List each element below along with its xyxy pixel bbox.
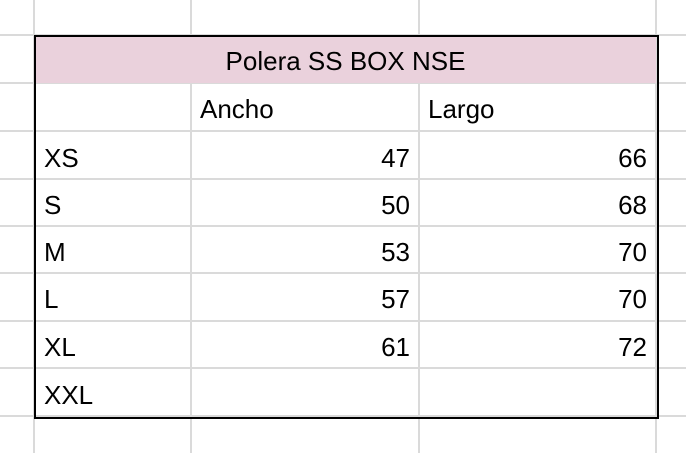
- header-ancho[interactable]: Ancho: [200, 94, 274, 124]
- largo-cell[interactable]: 70: [618, 237, 647, 267]
- grid-line: [0, 82, 686, 84]
- grid-line: [0, 272, 686, 274]
- ancho-cell[interactable]: 50: [381, 190, 410, 220]
- ancho-cell[interactable]: 53: [381, 237, 410, 267]
- size-cell[interactable]: M: [44, 237, 66, 267]
- ancho-cell[interactable]: 47: [381, 143, 410, 173]
- title-cell[interactable]: Polera SS BOX NSE: [35, 36, 656, 83]
- header-largo[interactable]: Largo: [428, 94, 495, 124]
- grid-line: [0, 415, 686, 417]
- size-cell[interactable]: L: [44, 284, 59, 314]
- grid-line: [0, 320, 686, 322]
- ancho-cell[interactable]: 57: [381, 284, 410, 314]
- ancho-cell[interactable]: 61: [381, 332, 410, 362]
- grid-line: [0, 225, 686, 227]
- size-cell[interactable]: XXL: [44, 380, 94, 410]
- table-border: [34, 35, 659, 419]
- size-cell[interactable]: XL: [44, 332, 76, 362]
- largo-cell[interactable]: 72: [618, 332, 647, 362]
- size-cell[interactable]: XS: [44, 143, 79, 173]
- largo-cell[interactable]: 68: [618, 190, 647, 220]
- table-title: Polera SS BOX NSE: [225, 46, 466, 76]
- largo-cell[interactable]: 70: [618, 284, 647, 314]
- size-cell[interactable]: S: [44, 190, 62, 220]
- grid-line: [0, 367, 686, 369]
- grid-line: [0, 178, 686, 180]
- grid-line: [0, 130, 686, 132]
- largo-cell[interactable]: 66: [618, 143, 647, 173]
